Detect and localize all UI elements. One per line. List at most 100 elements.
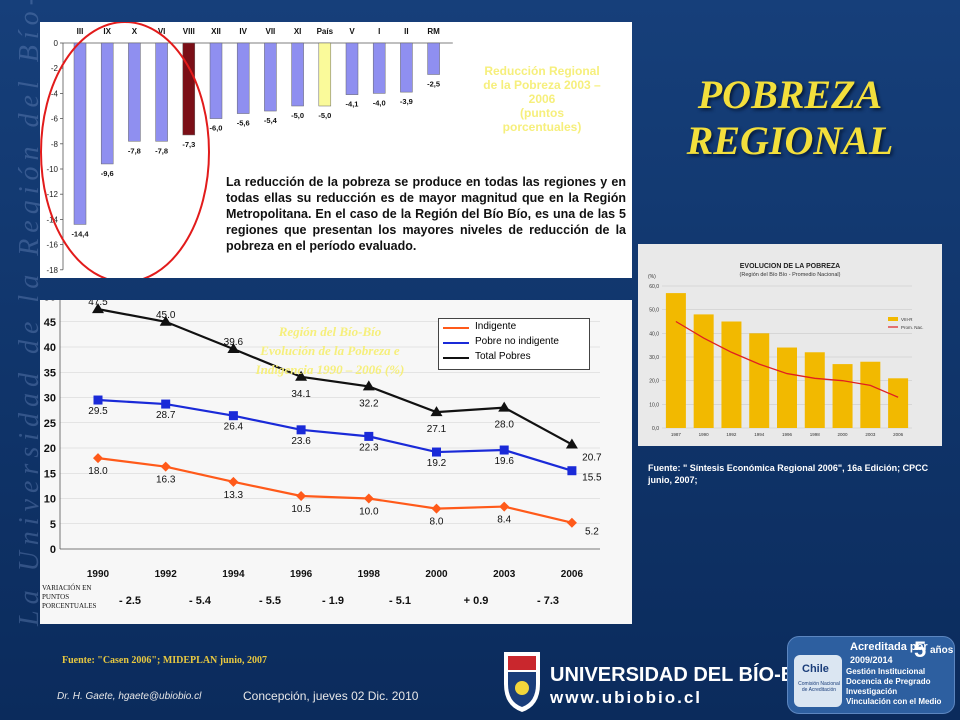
small-legend-swatch	[888, 317, 898, 321]
category-label: II	[404, 27, 408, 36]
small-x-tick: 1998	[810, 432, 821, 437]
series-line	[97, 308, 573, 446]
bar-chart-title-line: 2006	[528, 92, 556, 106]
data-point	[432, 447, 441, 457]
data-label: 39.6	[224, 337, 244, 348]
data-point	[159, 315, 172, 326]
variation-value: - 2.5	[119, 595, 141, 607]
bar	[345, 42, 359, 95]
data-label: 5.2	[585, 527, 599, 538]
line-chart-legend: Indigente Pobre no indigente Total Pobre…	[438, 318, 590, 370]
data-label: 34.1	[291, 389, 311, 400]
small-x-tick: 1994	[754, 432, 765, 437]
y-tick-label: -12	[46, 190, 58, 199]
variation-value: - 5.1	[389, 595, 411, 607]
small-y-tick: 20,0	[649, 379, 659, 385]
accreditation-area-item: Docencia de Pregrado	[846, 677, 931, 686]
source-right: Fuente: " Síntesis Económica Regional 20…	[648, 463, 929, 485]
legend-swatch-total-pobres	[443, 357, 469, 359]
y-tick-label: -4	[51, 89, 59, 98]
footer-date: Concepción, jueves 02 Dic. 2010	[243, 689, 419, 703]
data-point	[566, 517, 577, 528]
y-tick-label: 35	[44, 367, 56, 379]
data-point	[295, 370, 308, 381]
cna-chile-subtitle: Comisión Nacional de Acreditación	[798, 681, 840, 693]
accreditation-title: Acreditada por	[850, 641, 928, 653]
data-label: 10.5	[291, 504, 311, 515]
bar-value-label: -7,8	[155, 146, 168, 155]
legend-label-indigente: Indigente	[475, 321, 517, 332]
regional-bar-chart: 0-2-4-6-8-10-12-14-16-18III-14,4IX-9,6X-…	[40, 22, 453, 278]
data-label: 27.1	[427, 424, 447, 435]
bar-chart-title-line: de la Pobreza 2003 –	[483, 78, 601, 92]
data-label: 32.2	[359, 398, 379, 409]
accreditation-years-word: años	[930, 645, 954, 656]
small-bar	[721, 321, 742, 428]
category-label: País	[317, 27, 334, 36]
data-point	[296, 490, 307, 501]
data-point	[363, 493, 374, 504]
accreditation-area-item: Investigación	[846, 687, 898, 696]
small-bar	[888, 378, 909, 428]
accreditation-badge: Chile Comisión Nacional de Acreditación …	[787, 636, 955, 714]
line-chart-title-line: Evolución de la Pobreza e	[260, 343, 400, 358]
data-label: 16.3	[156, 475, 176, 486]
bar-value-label: -4,0	[373, 98, 386, 107]
data-point	[567, 466, 577, 476]
y-tick-label: -6	[51, 115, 59, 124]
data-label: 19.6	[494, 456, 514, 467]
bar	[155, 42, 168, 142]
data-label: 15.5	[582, 473, 602, 484]
x-tick-label: 2003	[493, 569, 516, 580]
bar	[128, 42, 141, 142]
y-tick-label: 25	[44, 418, 56, 430]
y-tick-label: 0	[54, 39, 59, 48]
source-bottom: Fuente: "Casen 2006"; MIDEPLAN junio, 20…	[62, 655, 267, 666]
y-tick-label: -10	[46, 165, 58, 174]
bar-value-label: -7,3	[182, 140, 195, 149]
y-tick-label: 45	[44, 317, 56, 329]
data-label: 47.5	[88, 300, 108, 308]
data-point	[565, 438, 578, 449]
evolution-small-chart: EVOLUCION DE LA POBREZA (Región del Bío B…	[648, 263, 924, 437]
data-point	[228, 476, 239, 487]
x-tick-label: 1996	[290, 569, 313, 580]
data-label: 28.0	[494, 420, 514, 431]
university-url: www.ubiobio.cl	[550, 688, 703, 707]
variation-value: + 0.9	[464, 595, 489, 607]
data-point	[362, 380, 375, 391]
small-y-tick: 40,0	[649, 331, 659, 337]
line-chart-title: Región del Bío-Bío Evolución de la Pobre…	[210, 322, 450, 379]
small-bar	[777, 347, 797, 428]
data-label: 8.4	[497, 515, 511, 526]
bar-value-label: -5,6	[237, 119, 250, 128]
slide-title: POBREZA REGIONAL	[650, 72, 930, 164]
y-tick-label: 0	[50, 544, 56, 556]
category-label: V	[349, 27, 355, 36]
bar-value-label: -5,0	[291, 111, 304, 120]
small-bar	[832, 364, 853, 428]
small-average-line	[675, 320, 899, 398]
regional-reduction-panel: 0 -2 -4 -6 -8 -10 -12 -14 -16 -18 III -14,4 IX -9,6 X -…	[40, 22, 632, 278]
y-tick-label: -18	[46, 266, 58, 275]
data-point	[430, 406, 443, 417]
small-chart-unit: (%)	[648, 274, 656, 280]
data-point	[160, 461, 171, 472]
data-label: 13.3	[224, 490, 244, 501]
x-tick-label: 2000	[425, 569, 448, 580]
bar-value-label: -3,9	[400, 97, 413, 106]
slide-title-line: POBREZA	[697, 72, 883, 117]
x-tick-label: 1998	[358, 569, 381, 580]
small-legend-label: VIII-R	[901, 317, 913, 322]
data-point	[161, 399, 171, 409]
bar-value-label: -5,4	[264, 116, 278, 125]
cna-chile-logo: Chile Comisión Nacional de Acreditación	[794, 655, 842, 707]
bar	[73, 42, 87, 225]
category-label: VII	[266, 27, 276, 36]
data-label: 19.2	[427, 458, 447, 469]
bar-value-label: -7,8	[128, 146, 141, 155]
university-logo: UNIVERSIDAD DEL BÍO-BÍO www.ubiobio.cl	[500, 648, 816, 716]
small-x-tick: 1990	[699, 432, 710, 437]
data-label: 45.0	[156, 310, 176, 321]
bar-chart-title-line: (puntos	[520, 106, 564, 120]
